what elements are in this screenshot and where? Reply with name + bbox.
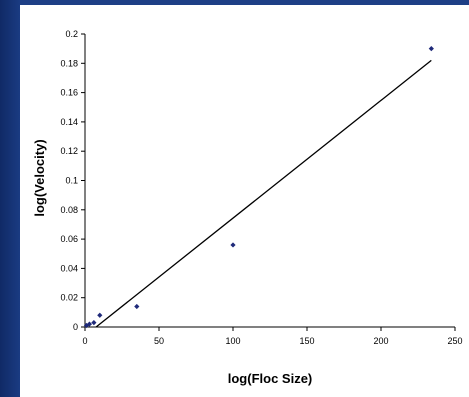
data-point	[97, 312, 103, 318]
x-tick-label: 0	[82, 336, 87, 346]
data-point	[91, 320, 97, 326]
y-tick-label: 0.14	[60, 117, 78, 127]
y-tick-label: 0.16	[60, 88, 78, 98]
data-point	[86, 321, 93, 327]
trendline	[95, 59, 432, 328]
y-tick-label: 0.2	[65, 29, 78, 39]
y-tick-label: 0.1	[65, 176, 78, 186]
x-axis-ticks: 0 50 100 150 200 250	[82, 327, 463, 346]
data-points	[83, 46, 434, 329]
left-accent-stripe	[0, 0, 20, 397]
data-point	[428, 46, 434, 52]
y-tick-label: 0.08	[60, 205, 78, 215]
y-axis-ticks: 0 0.02 0.04 0.06 0.08 0.1 0.12 0.14 0.16 0.18 0.2	[60, 29, 85, 332]
y-axis-title: log(Velocity)	[32, 139, 47, 216]
y-tick-label: 0	[73, 322, 78, 332]
y-tick-label: 0.12	[60, 146, 78, 156]
x-tick-label: 200	[373, 336, 388, 346]
x-axis-title: log(Floc Size)	[228, 371, 313, 386]
y-tick-label: 0.04	[60, 263, 78, 273]
chart-panel	[20, 5, 469, 397]
data-point	[230, 242, 236, 248]
y-tick-label: 0.18	[60, 58, 78, 68]
x-tick-label: 250	[447, 336, 462, 346]
y-tick-label: 0.06	[60, 234, 78, 244]
x-tick-label: 100	[225, 336, 240, 346]
y-tick-label: 0.02	[60, 293, 78, 303]
x-tick-label: 150	[299, 336, 314, 346]
data-point	[83, 322, 90, 329]
data-point	[134, 303, 140, 310]
x-tick-label: 50	[154, 336, 164, 346]
